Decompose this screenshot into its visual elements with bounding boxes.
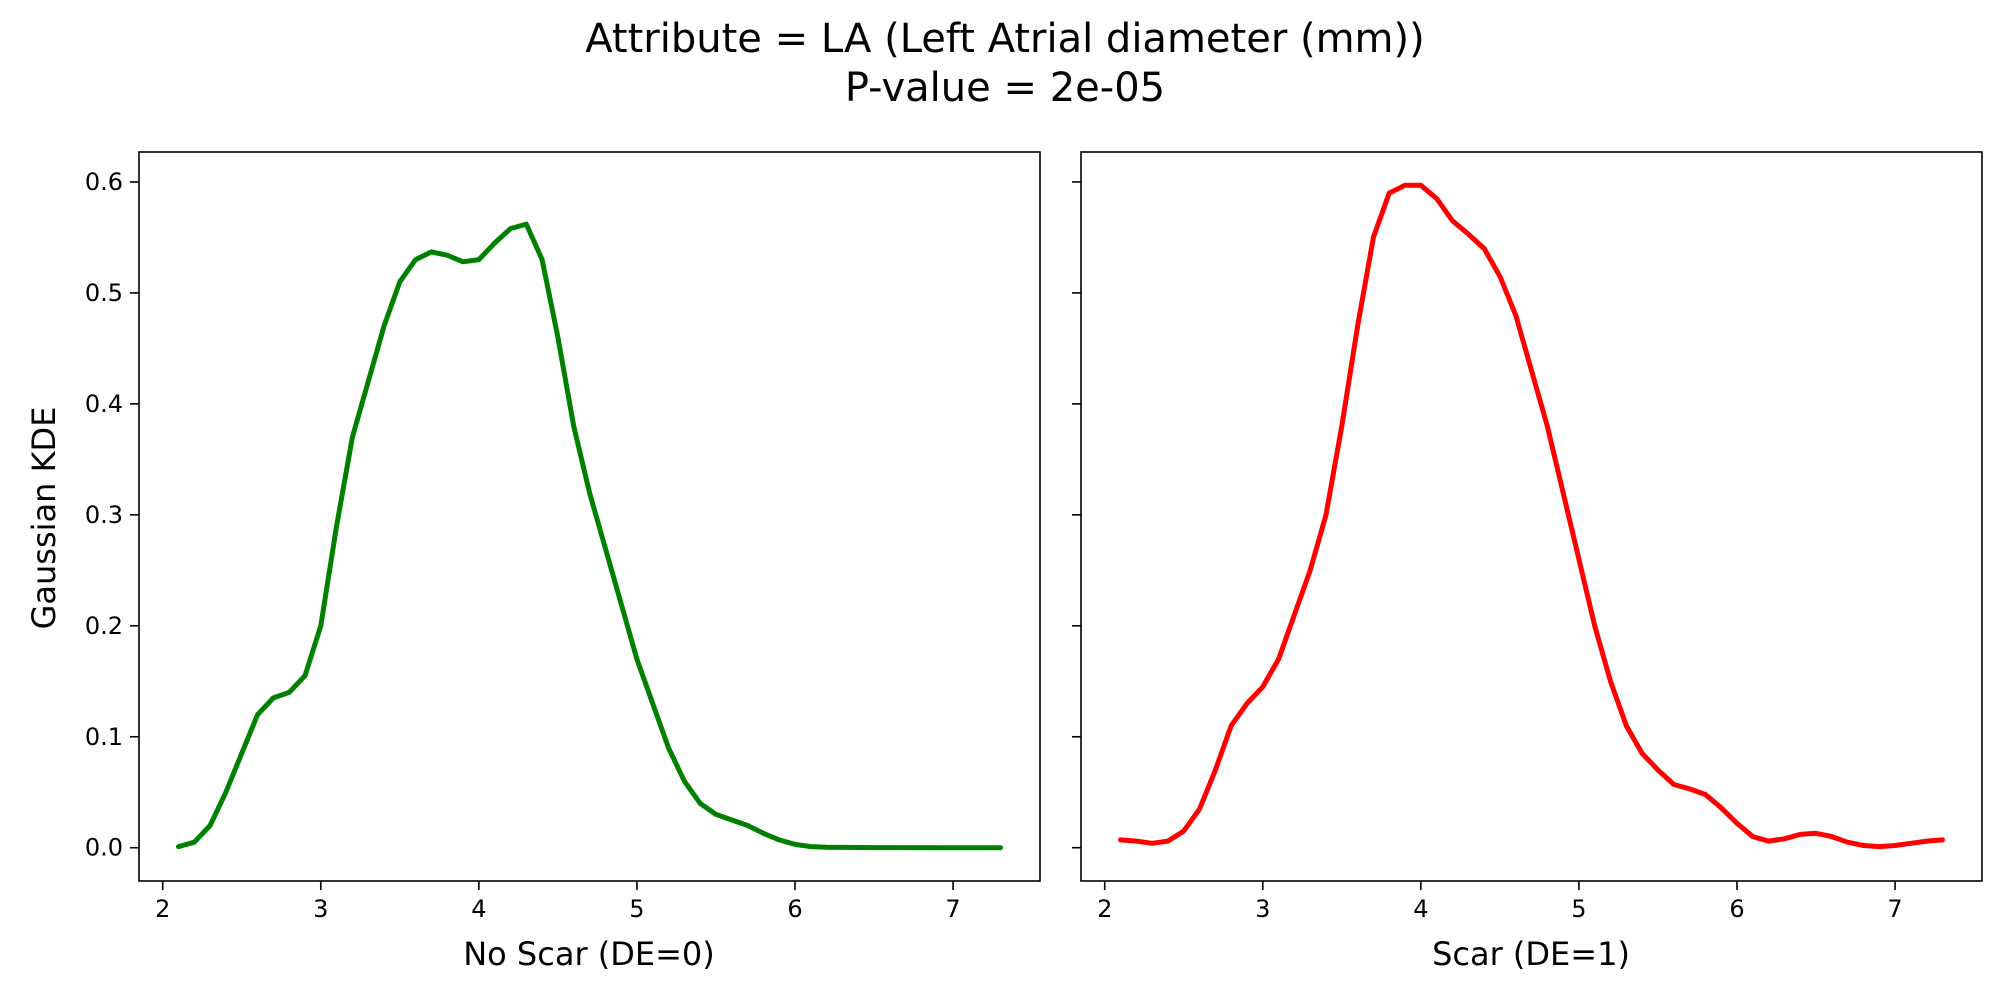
x-tick-label-no-scar-0: 2 <box>155 895 170 923</box>
y-tick-label-0: 0.0 <box>85 834 123 862</box>
figure-title-line2: P-value = 2e-05 <box>845 65 1165 111</box>
y-tick-label-3: 0.3 <box>85 501 123 529</box>
x-tick-label-scar-5: 7 <box>1887 895 1902 923</box>
x-tick-label-no-scar-2: 4 <box>471 895 486 923</box>
x-tick-label-scar-4: 6 <box>1729 895 1744 923</box>
x-axis-label-scar: Scar (DE=1) <box>1432 935 1630 973</box>
y-tick-label-1: 0.1 <box>85 723 123 751</box>
x-tick-label-no-scar-3: 5 <box>629 895 644 923</box>
x-tick-label-scar-2: 4 <box>1413 895 1428 923</box>
y-axis-label: Gaussian KDE <box>25 407 63 630</box>
kde-line-scar-0 <box>1118 182 1945 850</box>
kde-line-no-scar-0 <box>176 221 1003 851</box>
x-tick-label-scar-0: 2 <box>1097 895 1112 923</box>
x-tick-label-no-scar-5: 7 <box>945 895 960 923</box>
y-tick-label-6: 0.6 <box>85 168 123 196</box>
x-axis-label-no-scar: No Scar (DE=0) <box>463 935 715 973</box>
plot-frame-scar <box>1080 151 1983 882</box>
x-tick-label-no-scar-4: 6 <box>787 895 802 923</box>
right-panel-scar: 2 3 4 5 6 7 <box>1072 151 1983 923</box>
x-tick-label-scar-3: 5 <box>1571 895 1586 923</box>
y-tick-label-4: 0.4 <box>85 390 123 418</box>
y-tick-label-5: 0.5 <box>85 279 123 307</box>
y-tick-label-2: 0.2 <box>85 612 123 640</box>
x-tick-label-no-scar-1: 3 <box>313 895 328 923</box>
x-tick-label-scar-1: 3 <box>1255 895 1270 923</box>
figure-title-line1: Attribute = LA (Left Atrial diameter (mm… <box>585 16 1424 62</box>
left-panel-no-scar: 2 3 4 5 6 7 0.0 0.1 0.2 0.3 0.4 0.5 0.6 <box>85 151 1041 923</box>
plot-frame-no-scar <box>138 151 1041 882</box>
